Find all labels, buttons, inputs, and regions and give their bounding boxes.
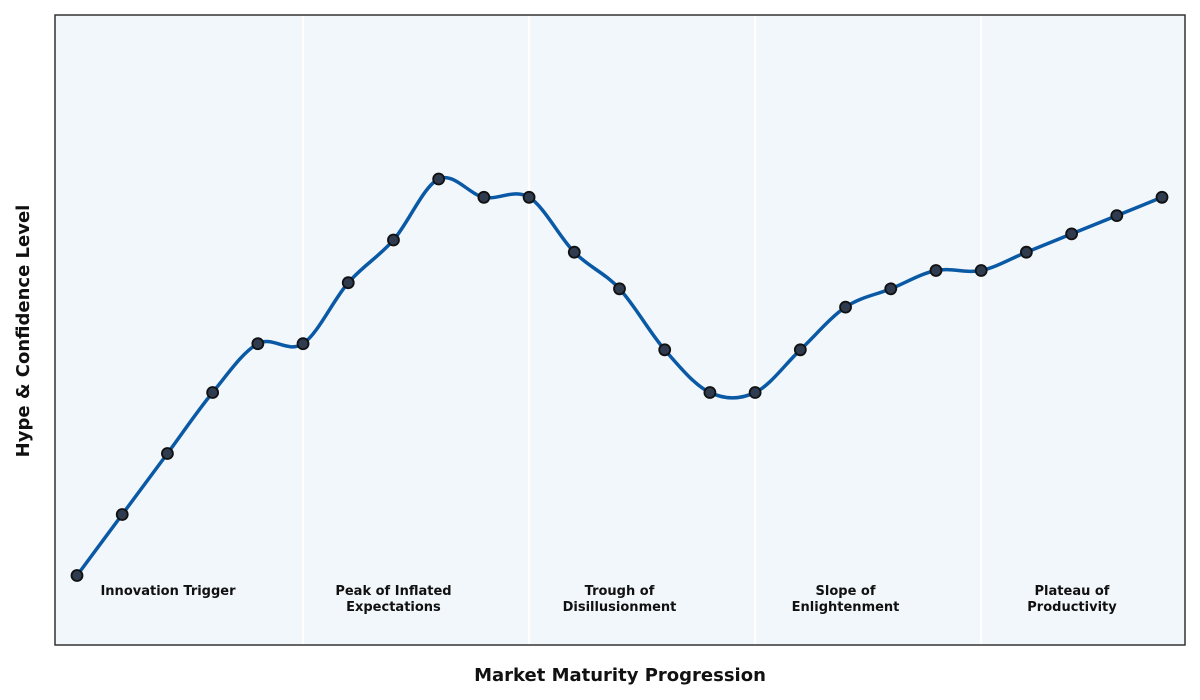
data-point: [522, 190, 536, 204]
y-axis-title: Hype & Confidence Level: [13, 205, 34, 458]
data-point: [70, 569, 84, 582]
data-point: [251, 337, 265, 351]
phase-label-line: Enlightenment: [792, 600, 900, 615]
data-point: [839, 300, 852, 314]
phase-label: Trough of Disillusionment: [563, 584, 677, 615]
phase-dividers: [302, 16, 983, 644]
phase-label: Plateau of Productivity: [1027, 584, 1117, 615]
data-point: [929, 264, 943, 277]
phase-label-line: Plateau of: [1035, 584, 1110, 599]
plot-background: [55, 15, 1185, 645]
data-point: [341, 276, 355, 290]
data-point: [613, 282, 626, 296]
phase-labels: Innovation Trigger Peak of Inflated Expect…: [100, 584, 1117, 615]
data-point: [1019, 245, 1033, 259]
x-axis-title: Market Maturity Progression: [474, 665, 766, 686]
data-point: [658, 343, 672, 357]
data-points: [70, 172, 1169, 582]
plot-frame: [54, 14, 1186, 646]
data-point: [115, 508, 129, 521]
data-point: [477, 190, 491, 204]
phase-label-line: Expectations: [346, 600, 441, 615]
data-point: [1110, 209, 1124, 223]
data-point: [748, 386, 762, 399]
phase-label: Peak of Inflated Expectations: [335, 584, 451, 615]
data-point: [567, 245, 581, 259]
phase-label: Innovation Trigger: [100, 584, 236, 599]
phase-label-line: Trough of: [585, 584, 655, 599]
phase-label-line: Disillusionment: [563, 600, 677, 615]
data-point: [884, 282, 898, 296]
phase-label-line: Peak of Inflated: [335, 584, 451, 599]
phase-label-line: Innovation Trigger: [100, 584, 236, 599]
data-point: [387, 233, 400, 247]
data-point: [793, 343, 807, 357]
phase-label-line: Slope of: [816, 584, 876, 599]
data-point: [206, 386, 220, 399]
data-point: [703, 386, 717, 399]
data-point: [1155, 190, 1169, 204]
phase-label: Slope of Enlightenment: [792, 584, 900, 615]
data-point: [432, 172, 446, 186]
data-point: [296, 337, 310, 351]
data-point: [974, 264, 988, 277]
phase-label-line: Productivity: [1027, 600, 1117, 615]
data-point: [161, 447, 174, 460]
data-point: [1065, 227, 1078, 241]
